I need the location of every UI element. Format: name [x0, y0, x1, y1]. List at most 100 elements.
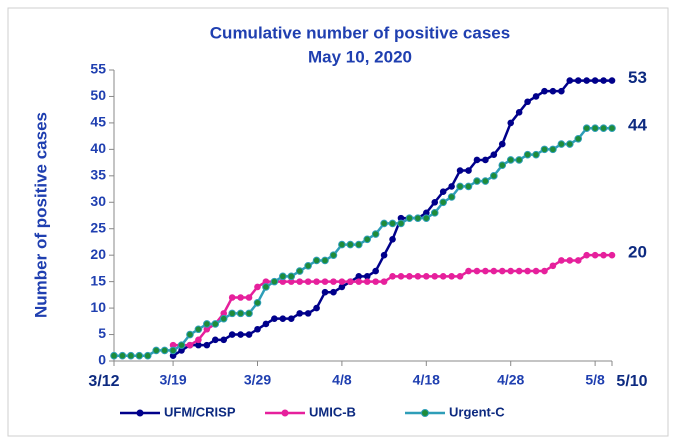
point — [330, 288, 337, 296]
point — [397, 214, 405, 222]
point — [515, 156, 523, 164]
point — [389, 273, 396, 280]
point — [431, 198, 439, 206]
end-label: 20 — [628, 243, 647, 262]
frame — [7, 7, 669, 437]
point — [195, 336, 202, 344]
point — [220, 310, 228, 317]
point — [482, 267, 489, 275]
end-label: 44 — [628, 116, 647, 135]
point — [220, 336, 228, 344]
point — [347, 278, 354, 285]
point — [228, 309, 236, 318]
point — [532, 93, 540, 100]
point — [439, 273, 447, 280]
point — [583, 77, 590, 84]
point — [591, 251, 599, 259]
point — [481, 177, 490, 185]
point — [566, 257, 574, 264]
legend-marker — [281, 409, 289, 417]
point — [194, 325, 203, 334]
y-tick-label: 0 — [98, 352, 106, 368]
point — [574, 77, 582, 84]
point — [439, 188, 447, 195]
point — [127, 351, 135, 360]
point — [397, 273, 405, 280]
point — [363, 273, 371, 280]
point — [118, 351, 127, 360]
point — [203, 341, 211, 349]
x-tick-label: 5/8 — [585, 372, 605, 388]
point — [211, 336, 219, 344]
point — [389, 236, 396, 243]
point — [169, 341, 177, 349]
point — [557, 140, 566, 148]
point — [490, 172, 498, 180]
chart-title: Cumulative number of positive cases — [210, 23, 510, 42]
point — [439, 198, 447, 207]
point — [219, 314, 228, 323]
point — [423, 273, 430, 280]
point — [558, 257, 565, 264]
point — [515, 109, 523, 116]
point — [490, 267, 498, 275]
point — [262, 278, 270, 285]
point — [498, 267, 506, 275]
legend-label: UMIC-B — [309, 404, 356, 419]
point — [482, 156, 489, 164]
point — [591, 77, 599, 84]
point — [279, 315, 287, 322]
point — [279, 272, 287, 281]
point — [464, 182, 473, 191]
point — [321, 288, 329, 296]
point — [169, 346, 177, 355]
x-tick-label: 3/29 — [244, 372, 271, 388]
point — [532, 267, 540, 275]
point — [405, 214, 414, 222]
point — [363, 278, 371, 285]
point — [254, 283, 261, 291]
point — [541, 267, 548, 275]
point — [582, 124, 591, 132]
point — [330, 278, 337, 285]
point — [574, 257, 582, 264]
point — [329, 251, 338, 259]
point — [321, 256, 329, 265]
point — [254, 325, 261, 333]
point — [287, 315, 295, 322]
point — [253, 299, 262, 307]
point — [152, 346, 161, 355]
point — [236, 309, 245, 318]
y-tick-label: 45 — [90, 114, 106, 130]
point — [558, 87, 565, 95]
point — [371, 230, 380, 238]
y-tick-label: 20 — [90, 246, 106, 262]
point — [591, 124, 599, 132]
point — [456, 273, 464, 280]
y-tick-label: 30 — [90, 193, 106, 209]
point — [270, 277, 279, 286]
point — [160, 346, 169, 355]
point — [507, 267, 515, 275]
point — [203, 325, 211, 333]
point — [245, 331, 253, 338]
point — [135, 351, 144, 360]
point — [304, 310, 312, 317]
point — [211, 320, 220, 328]
point — [431, 273, 439, 280]
point — [354, 240, 363, 249]
point — [532, 150, 540, 159]
x-tick-label: 4/28 — [497, 372, 524, 388]
point — [574, 134, 583, 143]
point — [541, 87, 548, 95]
point — [498, 140, 506, 148]
point — [423, 209, 430, 217]
point — [506, 156, 515, 164]
point — [245, 294, 253, 301]
x-tick-label: 4/8 — [332, 372, 352, 388]
point — [262, 283, 270, 291]
point — [228, 294, 236, 301]
legend-marker — [136, 409, 144, 417]
point — [600, 251, 607, 259]
point — [608, 251, 616, 259]
